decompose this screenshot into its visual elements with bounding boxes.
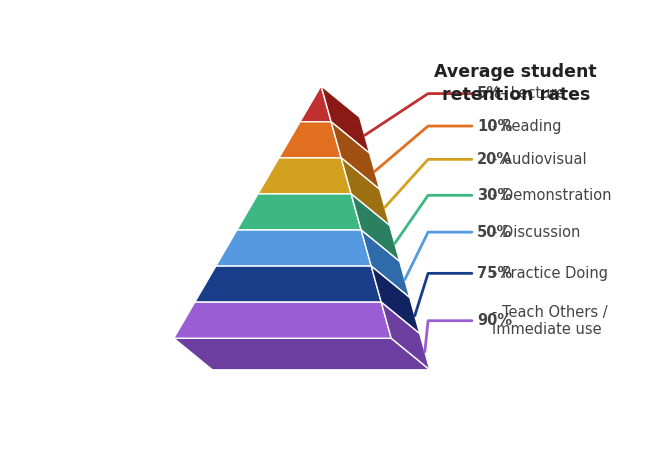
Polygon shape bbox=[174, 338, 430, 370]
Polygon shape bbox=[341, 158, 390, 226]
Polygon shape bbox=[361, 230, 410, 298]
Polygon shape bbox=[300, 86, 331, 122]
Polygon shape bbox=[216, 230, 371, 266]
Polygon shape bbox=[237, 194, 361, 230]
Polygon shape bbox=[174, 302, 391, 338]
Text: - Audiovisual: - Audiovisual bbox=[492, 152, 586, 167]
Text: 30%: 30% bbox=[477, 188, 512, 203]
Polygon shape bbox=[371, 266, 420, 334]
Text: 90%: 90% bbox=[477, 313, 512, 328]
Polygon shape bbox=[381, 302, 430, 370]
Polygon shape bbox=[279, 122, 341, 158]
Text: - Demonstration: - Demonstration bbox=[492, 188, 611, 203]
Polygon shape bbox=[321, 86, 370, 153]
Text: Average student
retention rates: Average student retention rates bbox=[434, 63, 597, 105]
Text: - Discussion: - Discussion bbox=[492, 225, 580, 239]
Text: 50%: 50% bbox=[477, 225, 513, 239]
Polygon shape bbox=[331, 122, 380, 189]
Text: 10%: 10% bbox=[477, 119, 513, 133]
Text: 20%: 20% bbox=[477, 152, 512, 167]
Text: - Practice Doing: - Practice Doing bbox=[492, 266, 608, 281]
Polygon shape bbox=[195, 266, 381, 302]
Text: - Lecture: - Lecture bbox=[497, 86, 566, 101]
Polygon shape bbox=[258, 158, 351, 194]
Text: - Teach Others /
Immediate use: - Teach Others / Immediate use bbox=[492, 304, 608, 337]
Text: - Reading: - Reading bbox=[492, 119, 562, 133]
Polygon shape bbox=[351, 194, 400, 262]
Text: 75%: 75% bbox=[477, 266, 512, 281]
Text: 5%: 5% bbox=[477, 86, 502, 101]
